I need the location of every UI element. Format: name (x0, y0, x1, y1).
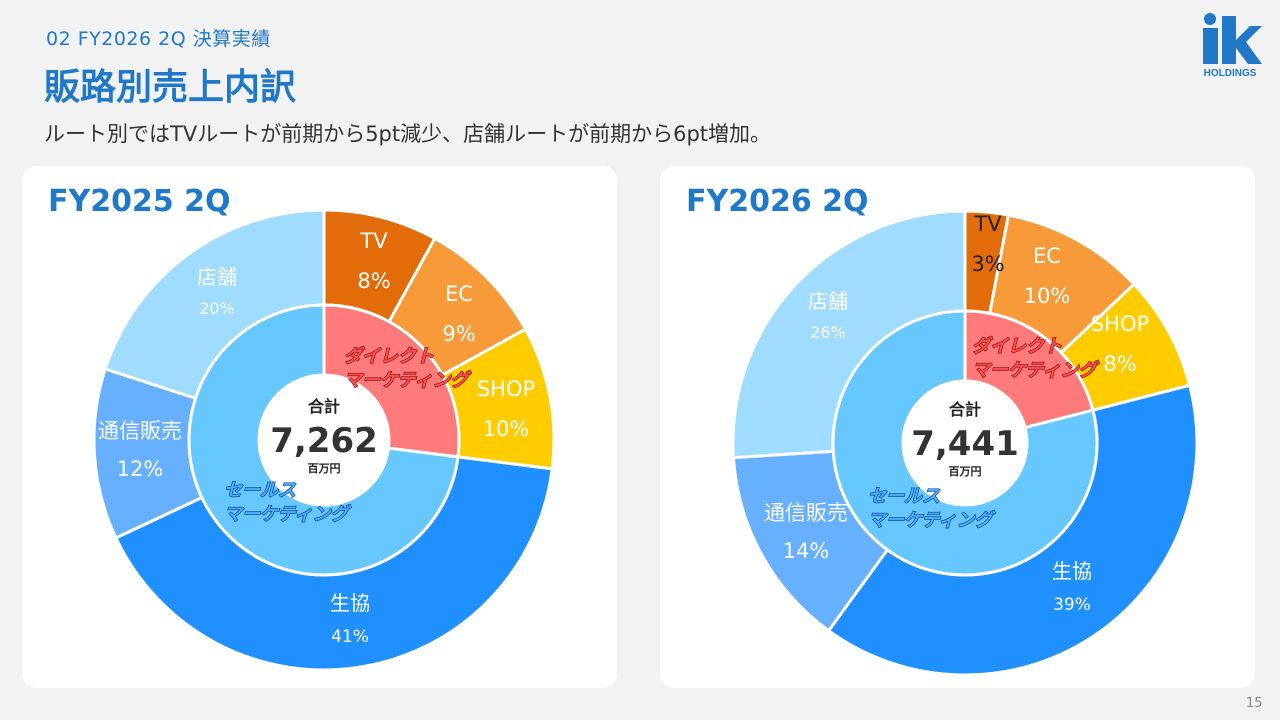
ik-holdings-logo-icon: HOLDINGS (1203, 13, 1262, 79)
segment-value-mail-order-fy2026: 14% (783, 539, 830, 563)
company-logo: HOLDINGS (1198, 12, 1262, 79)
segment-value-coop-fy2026: 39% (1053, 595, 1091, 615)
page-subtitle: ルート別ではTVルートが前期から5pt減少、店舗ルートが前期から6pt増加。 (44, 122, 772, 146)
chart-card-fy2026: FY2026 2Q 合計 7,441 百万円 TV 3% EC 10% SHOP 8% 生協 39%… (660, 166, 1255, 688)
segment-value-store-fy2025: 20% (199, 299, 235, 318)
chart-card-fy2025: FY2025 2Q 合計 7,262 百万円 TV 8% EC 9% SHOP 10% 生協 41%… (22, 166, 617, 688)
direct-marketing-label-line2-fy2025: マーケティング (344, 370, 472, 391)
segment-name-ec-fy2026: EC (1033, 244, 1061, 268)
sales-marketing-label-line1-fy2026: セールス (868, 486, 940, 507)
segment-value-tv-fy2026: 3% (971, 252, 1004, 276)
logo-text: HOLDINGS (1204, 68, 1257, 78)
segment-name-store-fy2026: 店舗 (808, 289, 848, 313)
total-label-fy2026: 合計 (949, 400, 981, 419)
segment-value-ec-fy2025: 9% (442, 322, 475, 346)
direct-marketing-label-line1-fy2026: ダイレクト (972, 336, 1062, 357)
total-label-fy2025: 合計 (308, 397, 340, 416)
segment-value-mail-order-fy2025: 12% (117, 457, 164, 481)
total-value-fy2026: 7,441 (911, 424, 1019, 464)
page-number: 15 (1246, 696, 1263, 711)
segment-name-coop-fy2026: 生協 (1052, 559, 1092, 583)
segment-name-shop-fy2026: SHOP (1091, 312, 1149, 336)
segment-name-shop-fy2025: SHOP (477, 377, 535, 401)
segment-value-shop-fy2026: 8% (1103, 352, 1136, 376)
segment-value-ec-fy2026: 10% (1024, 284, 1071, 308)
segment-value-coop-fy2025: 41% (331, 627, 369, 647)
sales-marketing-label-line2-fy2025: マーケティング (224, 504, 352, 525)
sales-marketing-label-line1-fy2025: セールス (224, 480, 296, 501)
chart-title-fy2026: FY2026 2Q (686, 184, 869, 219)
direct-marketing-label-line2-fy2026: マーケティング (972, 360, 1100, 381)
total-unit-fy2025: 百万円 (308, 462, 341, 475)
total-unit-fy2026: 百万円 (949, 465, 982, 478)
donut-hole-fy2026 (903, 381, 1027, 505)
segment-value-tv-fy2025: 8% (357, 269, 390, 293)
segment-value-shop-fy2025: 10% (483, 417, 530, 441)
segment-name-mail-order-fy2026: 通信販売 (764, 501, 848, 525)
segment-name-tv-fy2026: TV (973, 212, 1002, 236)
direct-marketing-label-line1-fy2025: ダイレクト (344, 346, 434, 367)
section-label: 02 FY2026 2Q 決算実績 (46, 28, 271, 50)
segment-name-ec-fy2025: EC (445, 282, 473, 306)
sales-marketing-label-line2-fy2026: マーケティング (868, 510, 996, 531)
page-title: 販路別売上内訳 (44, 67, 297, 108)
total-value-fy2025: 7,262 (270, 421, 378, 461)
segment-name-mail-order-fy2025: 通信販売 (98, 419, 182, 443)
segment-name-store-fy2025: 店舗 (197, 265, 237, 289)
segment-name-tv-fy2025: TV (359, 229, 388, 253)
segment-value-store-fy2026: 26% (810, 323, 846, 342)
donut-hole-fy2025 (259, 375, 389, 505)
chart-title-fy2025: FY2025 2Q (48, 184, 231, 219)
segment-name-coop-fy2025: 生協 (330, 591, 370, 615)
